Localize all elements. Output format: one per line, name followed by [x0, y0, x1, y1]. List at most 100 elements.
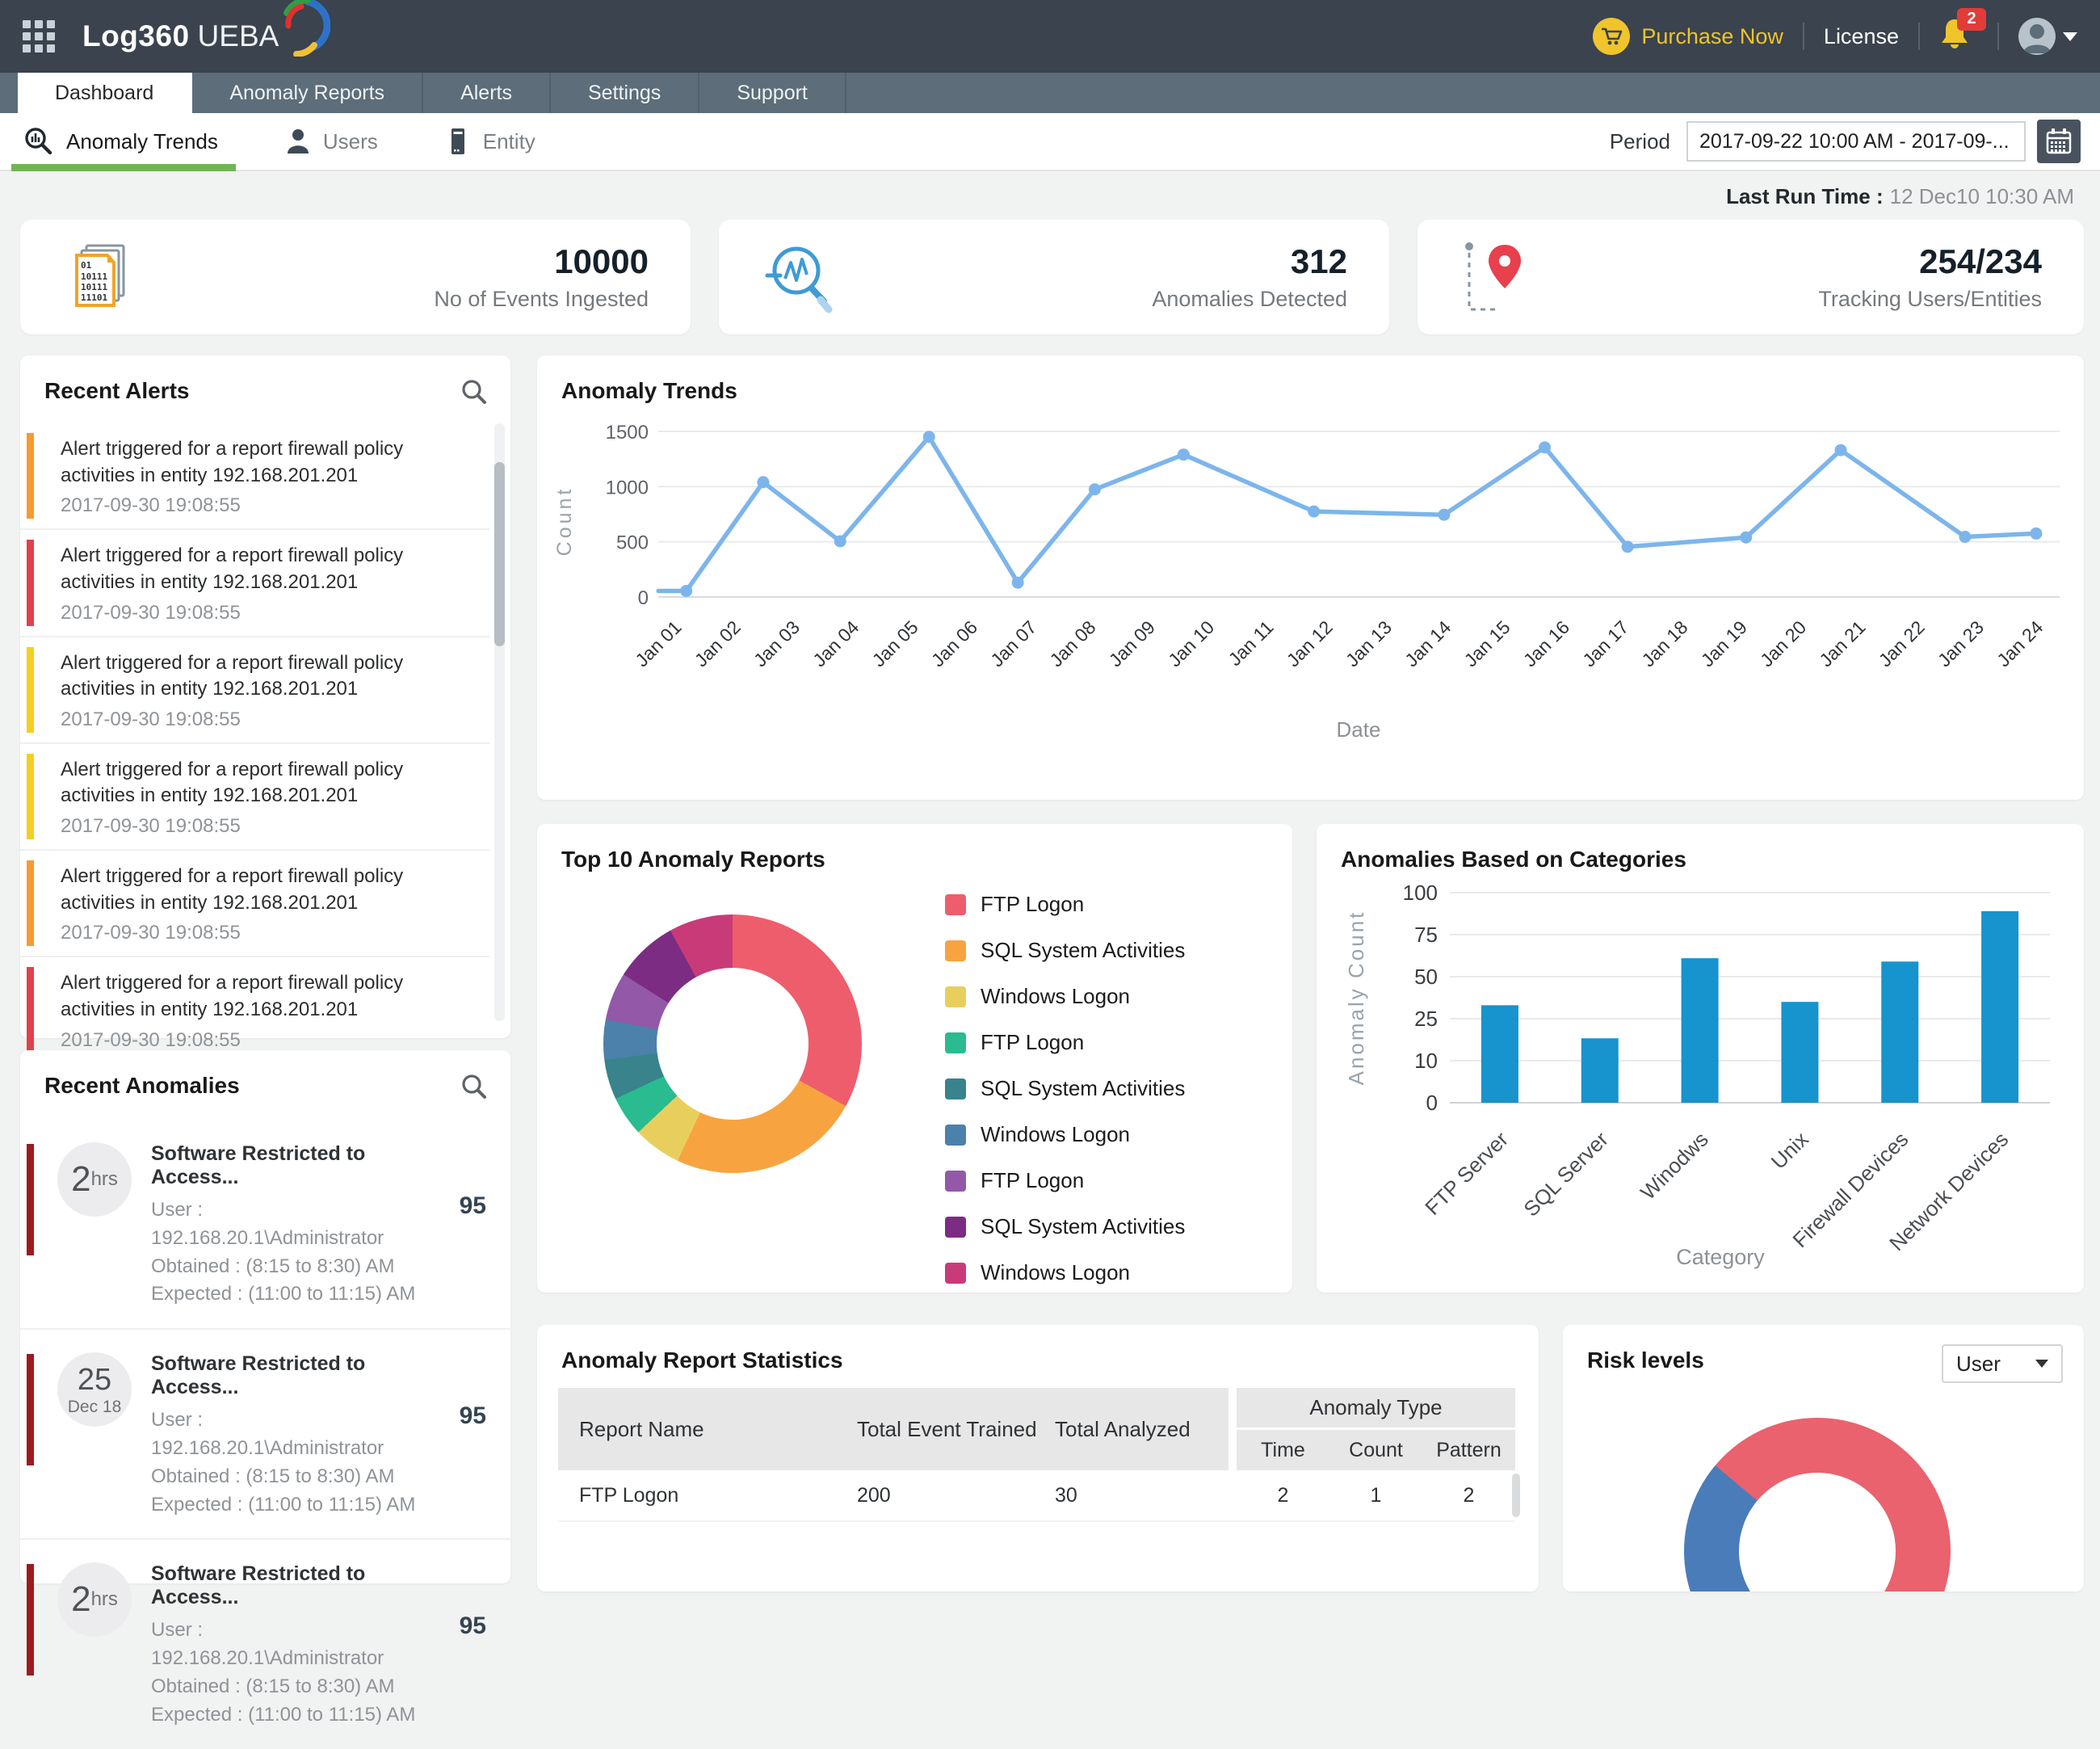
alert-item[interactable]: Alert triggered for a report firewall po…	[20, 851, 489, 958]
column-total-event-trained: Total Event Trained	[857, 1388, 1055, 1470]
data-point	[1177, 448, 1190, 461]
legend-swatch	[945, 1216, 966, 1238]
anomaly-obtained: Obtained : (8:15 to 8:30) AM	[151, 1675, 395, 1697]
table-row[interactable]: FTP Logon 200 30 2 1 2	[558, 1470, 1520, 1522]
anomaly-trends-title: Anomaly Trends	[561, 378, 737, 403]
legend-item[interactable]: FTP Logon	[945, 1168, 1185, 1193]
alerts-scrollbar-thumb[interactable]	[494, 462, 505, 646]
subnav-item-entity[interactable]: Entity	[446, 128, 536, 155]
search-icon[interactable]	[460, 1073, 488, 1100]
x-tick-label: Jan 17	[1578, 616, 1632, 671]
alert-item[interactable]: Alert triggered for a report firewall po…	[20, 637, 489, 744]
svg-text:10111: 10111	[81, 282, 107, 292]
anomalies-list: 2 hrs Software Restricted to Access... User…	[20, 1120, 510, 1749]
x-tick-label: FTP Server	[1420, 1127, 1513, 1220]
legend-label: FTP Logon	[981, 1168, 1085, 1192]
notifications-button[interactable]: 2	[1939, 7, 1986, 56]
legend-item[interactable]: FTP Logon	[945, 892, 1185, 917]
data-point	[1011, 576, 1024, 589]
legend-item[interactable]: SQL System Activities	[945, 1214, 1185, 1239]
legend-item[interactable]: Windows Logon	[945, 1122, 1185, 1147]
x-tick-label: Jan 01	[631, 616, 685, 671]
tab-anomaly-reports[interactable]: Anomaly Reports	[192, 73, 424, 113]
notification-count-badge: 2	[1957, 7, 1986, 31]
anomaly-title: Software Restricted to Access...	[151, 1352, 366, 1399]
legend-label: FTP Logon	[981, 892, 1085, 916]
alerts-list: Alert triggered for a report firewall po…	[20, 423, 489, 1063]
anomaly-item[interactable]: 25 Dec 18 Software Restricted to Access...…	[20, 1330, 510, 1541]
stat-label: Tracking Users/Entities	[1818, 287, 2042, 311]
period-range-input[interactable]	[1686, 121, 2026, 162]
calendar-button[interactable]	[2037, 120, 2081, 163]
legend-swatch	[945, 1032, 966, 1053]
table-header: Report Name Total Event Trained Total An…	[558, 1388, 1515, 1470]
alert-message: Alert triggered for a report firewall po…	[61, 651, 404, 700]
search-icon[interactable]	[460, 378, 488, 406]
legend-label: SQL System Activities	[981, 1214, 1186, 1238]
alert-severity-bar	[27, 646, 34, 733]
alert-item[interactable]: Alert triggered for a report firewall po…	[20, 530, 489, 637]
subnav-label: Anomaly Trends	[66, 128, 218, 153]
user-menu-button[interactable]	[2018, 18, 2077, 55]
y-tick-label: 10	[1414, 1049, 1438, 1073]
alert-item[interactable]: Alert triggered for a report firewall po…	[20, 423, 489, 531]
legend-item[interactable]: Windows Logon	[945, 984, 1185, 1009]
x-tick-label: Jan 12	[1283, 616, 1337, 671]
tab-dashboard[interactable]: Dashboard	[18, 73, 193, 113]
cell-report-name: FTP Logon	[579, 1483, 679, 1507]
x-axis-label: Category	[1676, 1245, 1765, 1269]
anomaly-expected: Expected : (11:00 to 11:15) AM	[151, 1703, 416, 1726]
x-tick-label: Jan 02	[691, 616, 745, 671]
anomaly-content: Software Restricted to Access... User : 1…	[151, 1352, 440, 1519]
legend-item[interactable]: Windows Logon	[945, 1260, 1185, 1285]
product-logo: Log360 UEBA	[82, 0, 331, 57]
subnav-item-anomaly-trends[interactable]: Anomaly Trends	[24, 127, 218, 156]
risk-entity-select[interactable]: User	[1942, 1344, 2063, 1383]
cell-count: 1	[1370, 1483, 1382, 1507]
legend-item[interactable]: SQL System Activities	[945, 938, 1185, 963]
trend-line	[656, 435, 2039, 594]
anomaly-content: Software Restricted to Access... User : 1…	[151, 1562, 440, 1729]
top10-title: Top 10 Anomaly Reports	[561, 847, 825, 872]
anomaly-severity-bar	[27, 1564, 34, 1676]
column-group-anomaly-type: Anomaly Type Time Count Pattern	[1237, 1388, 1515, 1470]
anomaly-score: 95	[459, 1192, 486, 1219]
tab-alerts[interactable]: Alerts	[423, 73, 551, 113]
badge-primary: 25	[77, 1362, 112, 1397]
app-grid-icon[interactable]	[23, 20, 55, 53]
bar-ftp-server	[1480, 1005, 1518, 1103]
tab-support[interactable]: Support	[699, 73, 846, 113]
license-link[interactable]: License	[1823, 23, 1899, 48]
stat-card-tracking-users: 254/234 Tracking Users/Entities	[1418, 220, 2084, 334]
risk-levels-title: Risk levels	[1587, 1347, 1704, 1373]
bar-firewall-devices	[1881, 961, 1919, 1103]
badge-secondary: hrs	[90, 1168, 118, 1190]
table-scrollbar-thumb[interactable]	[1512, 1474, 1520, 1517]
svg-text:11101: 11101	[81, 292, 107, 303]
alert-item[interactable]: Alert triggered for a report firewall po…	[20, 957, 489, 1062]
legend-label: SQL System Activities	[981, 1076, 1186, 1100]
logo-secondary-text: UEBA	[197, 19, 279, 53]
data-point	[1834, 444, 1847, 456]
stat-label: Anomalies Detected	[1152, 287, 1347, 311]
tab-settings[interactable]: Settings	[551, 73, 700, 113]
alert-item[interactable]: Alert triggered for a report firewall po…	[20, 744, 489, 851]
subnav-item-users[interactable]: Users	[286, 128, 378, 154]
anomaly-item[interactable]: 2 hrs Software Restricted to Access... User…	[20, 1540, 510, 1748]
alert-severity-bar	[27, 540, 34, 626]
anomaly-item[interactable]: 2 hrs Software Restricted to Access... User…	[20, 1120, 510, 1331]
legend-item[interactable]: FTP Logon	[945, 1030, 1185, 1055]
row-gap	[1228, 1470, 1237, 1520]
legend-item[interactable]: SQL System Activities	[945, 1076, 1185, 1101]
alert-severity-bar	[27, 753, 34, 839]
y-tick-label: 0	[1426, 1091, 1438, 1115]
y-tick-label: 1000	[606, 477, 649, 498]
alert-message: Alert triggered for a report firewall po…	[61, 544, 404, 593]
x-tick-label: Jan 09	[1105, 616, 1159, 671]
anomaly-score: 95	[459, 1402, 486, 1430]
anomaly-content: Software Restricted to Access... User : 1…	[151, 1142, 440, 1309]
legend-label: FTP Logon	[981, 1030, 1085, 1054]
purchase-now-button[interactable]: Purchase Now	[1593, 18, 1783, 55]
y-axis-label: Anomaly Count	[1344, 910, 1368, 1086]
x-tick-label: Jan 18	[1637, 616, 1691, 671]
